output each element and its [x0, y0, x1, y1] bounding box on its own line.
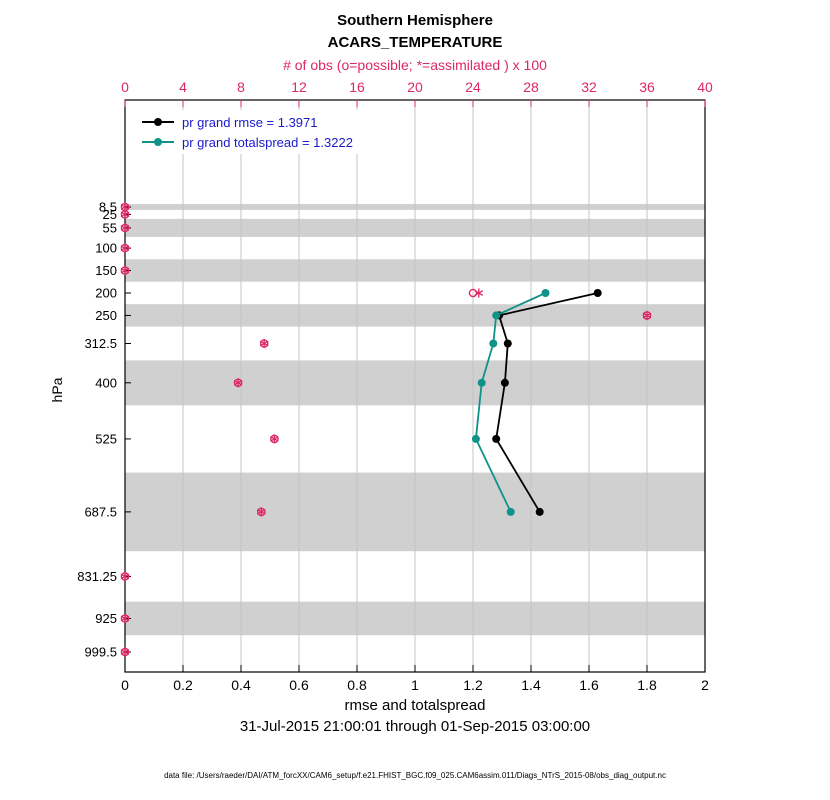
x-tick-label: 0.4	[231, 677, 251, 693]
obs-assimilated-marker	[259, 340, 269, 347]
y-tick-label: 525	[95, 431, 117, 446]
legend-label-totalspread: pr grand totalspread = 1.3222	[182, 134, 353, 150]
obs-tick-label: 12	[291, 79, 307, 95]
obs-possible-marker	[468, 288, 478, 298]
obs-tick-label: 0	[121, 79, 129, 95]
x-tick-label: 2	[701, 677, 709, 693]
obs-assimilated-marker	[474, 290, 484, 296]
obs-axis-label: # of obs (o=possible; *=assimilated ) x …	[283, 57, 547, 73]
x-tick-label: 0	[121, 677, 129, 693]
series-line	[495, 292, 598, 513]
y-axis-label: hPa	[49, 377, 65, 403]
obs-tick-label: 32	[581, 79, 597, 95]
y-tick-label: 999.5	[84, 644, 117, 659]
series-line	[474, 292, 546, 513]
series-point	[535, 507, 544, 516]
date-range: 31-Jul-2015 21:00:01 through 01-Sep-2015…	[239, 718, 591, 735]
x-axis-label: rmse and totalspread	[344, 697, 486, 714]
obs-assimilated-marker	[120, 204, 130, 210]
y-tick-label: 100	[95, 241, 117, 256]
y-tick-label: 250	[95, 308, 117, 323]
obs-assimilated-marker	[120, 267, 130, 274]
obs-tick-label: 20	[407, 79, 423, 95]
obs-assimilated-marker	[120, 225, 130, 231]
series-point	[593, 289, 602, 297]
series-point	[541, 289, 550, 297]
series-point	[477, 378, 486, 387]
legend-item-rmse: pr grand rmse = 1.3971	[142, 112, 353, 132]
series-point	[503, 339, 512, 348]
series-point	[500, 378, 509, 387]
x-tick-label: 1.8	[637, 677, 657, 693]
obs-assimilated-marker	[256, 509, 266, 515]
obs-tick-label: 8	[237, 79, 245, 95]
x-tick-label: 0.8	[347, 677, 367, 693]
legend-line-sample-totalspread	[142, 138, 174, 146]
legend: pr grand rmse = 1.3971 pr grand totalspr…	[136, 110, 359, 154]
y-tick-label: 312.5	[84, 336, 117, 351]
x-tick-label: 1.4	[521, 677, 541, 693]
obs-tick-label: 16	[349, 79, 365, 95]
legend-dot-rmse	[154, 118, 162, 126]
x-tick-label: 1.2	[463, 677, 483, 693]
legend-line-sample-rmse	[142, 118, 174, 126]
x-tick-label: 0.6	[289, 677, 309, 693]
legend-dot-totalspread	[154, 138, 162, 146]
data-file-path: data file: /Users/raeder/DAI/ATM_forcXX/…	[164, 771, 666, 780]
y-tick-label: 8.5	[99, 200, 117, 215]
obs-assimilated-marker	[120, 573, 130, 580]
y-tick-label: 150	[95, 263, 117, 278]
obs-tick-label: 28	[523, 79, 539, 95]
obs-assimilated-marker	[642, 312, 652, 319]
obs-assimilated-marker	[120, 615, 130, 622]
y-tick-label: 55	[103, 220, 117, 235]
obs-assimilated-marker	[120, 211, 130, 218]
obs-assimilated-marker	[270, 436, 279, 442]
x-tick-label: 1	[411, 677, 419, 693]
y-tick-label: 687.5	[84, 504, 117, 519]
x-tick-label: 1.6	[579, 677, 599, 693]
legend-item-totalspread: pr grand totalspread = 1.3222	[142, 132, 353, 152]
y-tick-label: 831.25	[77, 569, 117, 584]
obs-tick-label: 4	[179, 79, 187, 95]
series-point	[489, 339, 498, 348]
chart-title: Southern Hemisphere	[337, 12, 493, 29]
series-point	[506, 507, 515, 516]
y-tick-label: 400	[95, 375, 117, 390]
y-tick-label: 925	[95, 611, 117, 626]
chart-subtitle: ACARS_TEMPERATURE	[327, 34, 503, 51]
series-point	[492, 434, 501, 443]
obs-assimilated-marker	[120, 245, 130, 251]
obs-tick-label: 24	[465, 79, 481, 95]
legend-label-rmse: pr grand rmse = 1.3971	[182, 114, 318, 130]
series-point	[471, 434, 480, 443]
x-tick-label: 0.2	[173, 677, 193, 693]
y-tick-label: 25	[103, 207, 117, 222]
obs-assimilated-marker	[233, 379, 243, 386]
y-tick-label: 200	[95, 286, 117, 301]
obs-assimilated-marker	[120, 649, 130, 655]
series-point	[492, 311, 501, 320]
obs-tick-label: 36	[639, 79, 655, 95]
obs-tick-label: 40	[697, 79, 713, 95]
